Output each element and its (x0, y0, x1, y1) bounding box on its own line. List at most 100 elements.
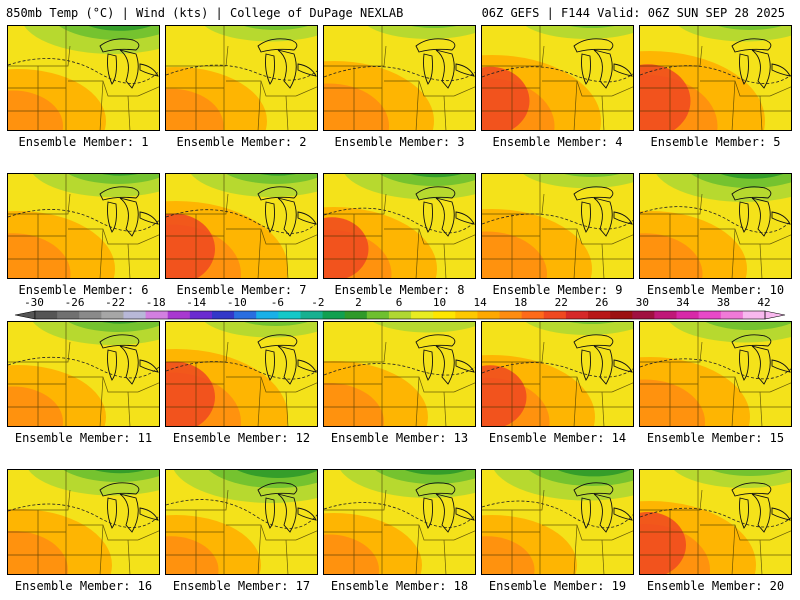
colorbar-swatch (433, 311, 456, 319)
panel-caption: Ensemble Member: 9 (492, 283, 623, 297)
colorbar-tick-label: 14 (473, 296, 487, 309)
ensemble-panel: Ensemble Member: 9 (481, 173, 634, 297)
colorbar-swatch (57, 311, 80, 319)
colorbar-swatch (123, 311, 147, 319)
ensemble-panel: Ensemble Member: 3 (323, 25, 476, 149)
colorbar-swatch (35, 311, 58, 319)
colorbar-swatch (322, 311, 346, 319)
colorbar-swatch (742, 311, 766, 319)
temperature-map (323, 25, 476, 131)
panel-caption: Ensemble Member: 7 (176, 283, 307, 297)
ensemble-panel: Ensemble Member: 17 (165, 469, 318, 593)
colorbar-tick-label: 42 (757, 296, 771, 309)
colorbar-swatch (79, 311, 102, 319)
colorbar-swatch (632, 311, 655, 319)
ensemble-panel: Ensemble Member: 7 (165, 173, 318, 297)
colorbar-tick-label: 22 (554, 296, 568, 309)
panel-caption: Ensemble Member: 19 (488, 579, 627, 593)
colorbar-tick-label: 10 (432, 296, 447, 309)
panel-caption: Ensemble Member: 11 (14, 431, 153, 445)
colorbar-swatch (344, 311, 368, 319)
panel-caption: Ensemble Member: 17 (172, 579, 311, 593)
ensemble-panel: Ensemble Member: 10 (639, 173, 792, 297)
colorbar-swatch (499, 311, 523, 319)
colorbar-tick-label: -10 (226, 296, 247, 309)
colorbar-swatch (610, 311, 633, 319)
panel-caption: Ensemble Member: 14 (488, 431, 627, 445)
temperature-map (481, 469, 634, 575)
colorbar-swatch (698, 311, 722, 319)
temperature-map (323, 173, 476, 279)
chart-title: 850mb Temp (°C) | Wind (kts) | College o… (6, 6, 404, 20)
panel-caption: Ensemble Member: 6 (18, 283, 149, 297)
panel-caption: Ensemble Member: 20 (646, 579, 785, 593)
temperature-map (7, 321, 160, 427)
panel-caption: Ensemble Member: 12 (172, 431, 311, 445)
panel-caption: Ensemble Member: 10 (646, 283, 785, 297)
temperature-map (639, 321, 792, 427)
colorbar-arrow-right (764, 310, 786, 320)
temperature-map (7, 173, 160, 279)
colorbar-swatch (388, 311, 412, 319)
temperature-map (481, 173, 634, 279)
colorbar-swatch (234, 311, 257, 319)
ensemble-panel: Ensemble Member: 6 (7, 173, 160, 297)
colorbar-swatch (654, 311, 678, 319)
colorbar-tick-label: -2 (311, 296, 325, 309)
temperature-map (165, 173, 318, 279)
panel-caption: Ensemble Member: 4 (492, 135, 623, 149)
ensemble-panel: Ensemble Member: 11 (7, 321, 160, 445)
colorbar-swatches (14, 310, 786, 320)
colorbar-tick-label: 34 (676, 296, 690, 309)
temperature-map (481, 321, 634, 427)
colorbar-swatch (543, 311, 567, 319)
panel-caption: Ensemble Member: 2 (176, 135, 307, 149)
temperature-map (7, 469, 160, 575)
colorbar-arrow-left (14, 310, 36, 320)
ensemble-panel: Ensemble Member: 2 (165, 25, 318, 149)
colorbar-swatch (189, 311, 213, 319)
colorbar-swatch (145, 311, 169, 319)
run-valid-time: 06Z GEFS | F144 Valid: 06Z SUN SEP 28 20… (481, 6, 785, 20)
colorbar-tick-label: 6 (395, 296, 403, 309)
colorbar-swatch (455, 311, 478, 319)
colorbar-swatch (101, 311, 124, 319)
colorbar-tick-label: 18 (514, 296, 528, 309)
ensemble-panel: Ensemble Member: 14 (481, 321, 634, 445)
colorbar-swatch (521, 311, 545, 319)
ensemble-panel: Ensemble Member: 16 (7, 469, 160, 593)
colorbar-swatch (411, 311, 434, 319)
colorbar-tick-label: -14 (186, 296, 207, 309)
panel-caption: Ensemble Member: 18 (330, 579, 469, 593)
ensemble-panel: Ensemble Member: 19 (481, 469, 634, 593)
panel-caption: Ensemble Member: 5 (650, 135, 781, 149)
colorbar-swatch (167, 311, 191, 319)
colorbar-tick-label: 26 (595, 296, 609, 309)
colorbar-tick-label: -18 (145, 296, 166, 309)
temperature-map (7, 25, 160, 131)
panel-caption: Ensemble Member: 15 (646, 431, 785, 445)
colorbar-swatch (278, 311, 301, 319)
colorbar-swatch (565, 311, 589, 319)
temperature-map (481, 25, 634, 131)
colorbar-swatch (256, 311, 279, 319)
panel-caption: Ensemble Member: 1 (18, 135, 149, 149)
ensemble-panel: Ensemble Member: 1 (7, 25, 160, 149)
temperature-map (165, 469, 318, 575)
temperature-map (639, 25, 792, 131)
temperature-colorbar: -30 -26 -22 -18 -14 -10 -6 -2 2 6 10 14 18 22 26 30 34 38… (0, 296, 800, 320)
ensemble-panel: Ensemble Member: 15 (639, 321, 792, 445)
temperature-map (165, 321, 318, 427)
ensemble-panel: Ensemble Member: 18 (323, 469, 476, 593)
colorbar-swatch (477, 311, 501, 319)
colorbar-swatch (300, 311, 324, 319)
ensemble-panel: Ensemble Member: 20 (639, 469, 792, 593)
ensemble-panel: Ensemble Member: 13 (323, 321, 476, 445)
temperature-map (323, 321, 476, 427)
temperature-map (639, 469, 792, 575)
colorbar-swatch (211, 311, 235, 319)
ensemble-panel: Ensemble Member: 4 (481, 25, 634, 149)
panel-caption: Ensemble Member: 8 (334, 283, 465, 297)
ensemble-panel: Ensemble Member: 12 (165, 321, 318, 445)
colorbar-swatch (676, 311, 700, 319)
